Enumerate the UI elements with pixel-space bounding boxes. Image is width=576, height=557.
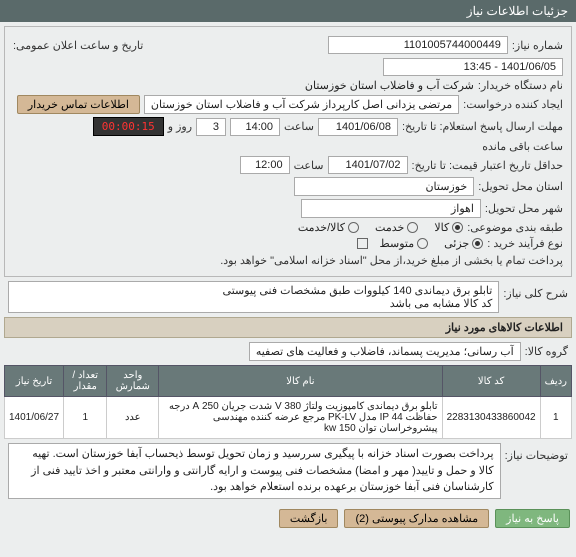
need-number-value: 1101005744000449 — [328, 36, 508, 54]
col-date: تاریخ نیاز — [5, 366, 64, 397]
back-button[interactable]: بازگشت — [279, 509, 339, 528]
process-label: نوع فرآیند خرید : — [487, 237, 563, 250]
province-value: خوزستان — [294, 177, 474, 196]
validity-time: 12:00 — [240, 156, 290, 174]
countdown-timer: 00:00:15 — [93, 117, 164, 136]
col-unit: واحد شمارش — [107, 366, 159, 397]
notes-text: پرداخت بصورت اسناد خزانه با پیگیری سررسی… — [8, 443, 501, 499]
province-label: استان محل تحویل: — [478, 180, 563, 193]
validity-date: 1401/07/02 — [328, 156, 408, 174]
form-panel: شماره نیاز: 1101005744000449 تاریخ و ساع… — [4, 26, 572, 277]
deadline-time-label: ساعت — [284, 120, 314, 133]
city-value: اهواز — [301, 199, 481, 218]
answer-button[interactable]: پاسخ به نیاز — [495, 509, 570, 528]
col-code: کد کالا — [442, 366, 540, 397]
cell-qty: 1 — [64, 397, 107, 439]
deadline-days-label: روز و — [168, 120, 192, 133]
process-option-medium[interactable]: متوسط — [380, 237, 429, 250]
treasury-note: پرداخت تمام یا بخشی از مبلغ خرید،از محل … — [220, 254, 563, 267]
cell-date: 1401/06/27 — [5, 397, 64, 439]
contact-buyer-button[interactable]: اطلاعات تماس خریدار — [17, 95, 140, 114]
radio-label: متوسط — [380, 237, 415, 250]
group-value: آب رسانی؛ مدیریت پسماند، فاضلاب و فعالیت… — [249, 342, 521, 361]
city-label: شهر محل تحویل: — [485, 202, 563, 215]
category-radio-group: کالا خدمت کالا/خدمت — [298, 221, 463, 234]
view-docs-button[interactable]: مشاهده مدارک پیوستی (2) — [344, 509, 489, 528]
col-qty: تعداد / مقدار — [64, 366, 107, 397]
validity-time-label: ساعت — [294, 159, 324, 172]
validity-label: حداقل تاریخ اعتبار قیمت: تا تاریخ: — [412, 159, 563, 172]
category-option-both[interactable]: کالا/خدمت — [298, 221, 359, 234]
notes-label: توضیحات نیاز: — [505, 443, 568, 462]
col-name: نام کالا — [159, 366, 442, 397]
announce-date-label: تاریخ و ساعت اعلان عمومی: — [13, 39, 143, 52]
treasury-checkbox[interactable] — [357, 238, 368, 249]
radio-icon — [407, 222, 418, 233]
buyer-org-label: نام دستگاه خریدار: — [478, 79, 563, 92]
radio-icon — [348, 222, 359, 233]
category-option-goods[interactable]: کالا — [434, 221, 463, 234]
deadline-days: 3 — [196, 118, 226, 136]
process-radio-group: جزئی متوسط — [380, 237, 484, 250]
action-bar: پاسخ به نیاز مشاهده مدارک پیوستی (2) باز… — [0, 503, 576, 534]
category-option-service[interactable]: خدمت — [375, 221, 418, 234]
requester-label: ایجاد کننده درخواست: — [463, 98, 563, 111]
radio-icon — [417, 238, 428, 249]
remain-label: ساعت باقی مانده — [482, 140, 563, 153]
general-desc-text: تابلو برق دیماندی 140 کیلووات طبق مشخصات… — [8, 281, 499, 313]
group-label: گروه کالا: — [525, 345, 568, 358]
radio-label: کالا — [434, 221, 449, 234]
deadline-label: مهلت ارسال پاسخ استعلام: تا تاریخ: — [402, 120, 563, 133]
items-section-title: اطلاعات کالاهای مورد نیاز — [4, 317, 572, 338]
cell-unit: عدد — [107, 397, 159, 439]
page-header: جزئیات اطلاعات نیاز — [0, 0, 576, 22]
deadline-time: 14:00 — [230, 118, 280, 136]
radio-icon — [472, 238, 483, 249]
buyer-org-value: شرکت آب و فاضلاب استان خوزستان — [305, 79, 474, 92]
need-number-label: شماره نیاز: — [512, 39, 563, 52]
general-desc-label: شرح کلی نیاز: — [503, 281, 568, 300]
cell-code: 2283130433860042 — [442, 397, 540, 439]
radio-label: جزئی — [444, 237, 469, 250]
page-title: جزئیات اطلاعات نیاز — [467, 4, 568, 18]
col-idx: ردیف — [540, 366, 571, 397]
requester-value: مرتضی یزدانی اصل کارپرداز شرکت آب و فاضل… — [144, 95, 459, 114]
cell-name: تابلو برق دیماندی کامپوزیت ولتاژ 380 V ش… — [159, 397, 442, 439]
table-row: 1 2283130433860042 تابلو برق دیماندی کام… — [5, 397, 572, 439]
category-label: طبقه بندی موضوعی: — [467, 221, 563, 234]
cell-idx: 1 — [540, 397, 571, 439]
radio-label: خدمت — [375, 221, 404, 234]
process-option-minor[interactable]: جزئی — [444, 237, 483, 250]
radio-icon — [452, 222, 463, 233]
radio-label: کالا/خدمت — [298, 221, 345, 234]
items-table: ردیف کد کالا نام کالا واحد شمارش تعداد /… — [4, 365, 572, 439]
deadline-date: 1401/06/08 — [318, 118, 398, 136]
announce-date-value: 1401/06/05 - 13:45 — [383, 58, 563, 76]
